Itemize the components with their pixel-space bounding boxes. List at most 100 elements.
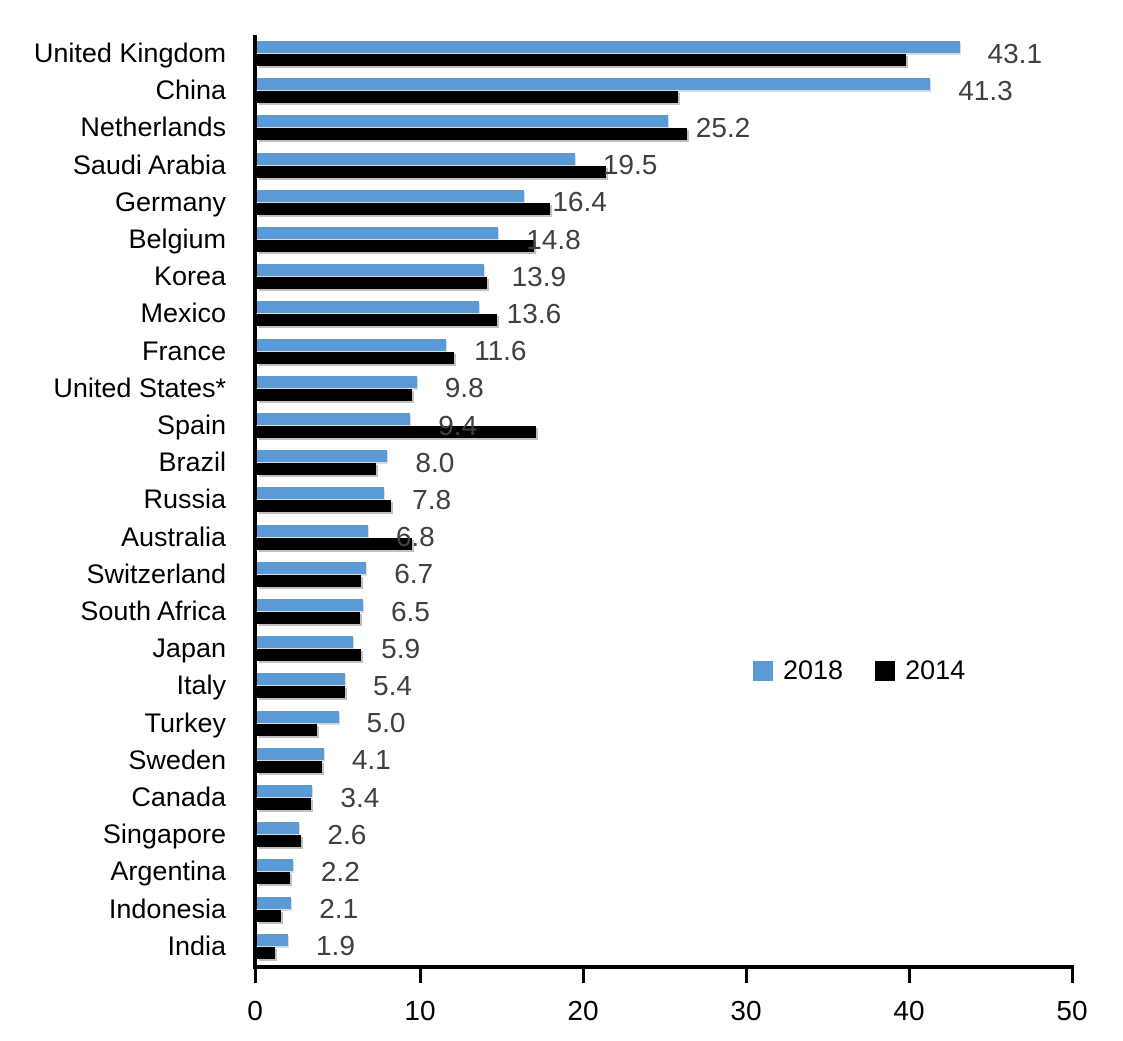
bar-2018 (257, 189, 525, 202)
bar-2014 (257, 649, 362, 662)
bar-2018 (257, 785, 313, 797)
x-tick-label: 20 (567, 995, 599, 1026)
bar-2014 (257, 537, 412, 550)
category-label: India (167, 930, 226, 961)
category-label: Russia (143, 484, 226, 515)
bar-2018 (257, 375, 417, 388)
category-label: United States* (53, 372, 226, 403)
value-label: 13.6 (506, 297, 562, 329)
value-label: 7.8 (412, 483, 452, 515)
bar-2018 (257, 524, 368, 537)
value-label: 13.9 (511, 260, 567, 292)
bar-2018 (257, 115, 668, 128)
bar-2014 (257, 574, 362, 587)
legend-label: 2014 (905, 655, 966, 685)
bar-2018 (257, 413, 411, 425)
legend-entry-2018: 2018 (753, 655, 843, 686)
bar-2014 (257, 91, 678, 104)
value-label: 9.8 (444, 372, 484, 404)
value-label: 5.0 (366, 707, 406, 739)
value-label: 25.2 (695, 111, 751, 143)
x-tick-label: 10 (404, 995, 436, 1026)
x-tick-mark (419, 965, 422, 983)
bar-2014 (257, 426, 536, 438)
x-tick-label: 0 (247, 995, 263, 1026)
x-tick-mark (582, 965, 585, 983)
x-tick-mark (1071, 965, 1074, 983)
bar-2018 (257, 450, 388, 463)
bar-2014 (257, 351, 455, 364)
bar-2014 (257, 723, 318, 736)
bar-2014 (257, 240, 535, 252)
value-label: 14.8 (526, 223, 581, 255)
value-label: 11.6 (474, 335, 527, 367)
bar-2014 (257, 314, 497, 327)
bar-2014 (257, 909, 282, 922)
bar-2014 (257, 872, 290, 885)
x-tick-label: 50 (1056, 995, 1088, 1026)
category-label: Netherlands (80, 112, 226, 143)
bar-2018 (257, 599, 363, 611)
bar-2018 (257, 822, 300, 835)
bar-2018 (257, 747, 324, 760)
bar-2018 (257, 636, 354, 649)
bar-2014 (257, 165, 606, 178)
value-label: 2.1 (319, 893, 359, 925)
bar-2018 (257, 152, 575, 165)
bar-2014 (257, 128, 688, 141)
legend-swatch-2014 (875, 660, 896, 681)
value-label: 43.1 (987, 37, 1043, 69)
bar-2018 (257, 561, 367, 574)
category-label: Turkey (144, 707, 226, 738)
bar-2018 (257, 338, 447, 351)
value-label: 6.8 (395, 521, 435, 553)
category-label: South Africa (80, 596, 226, 627)
category-label: Indonesia (108, 893, 226, 924)
category-label: Canada (131, 782, 226, 813)
category-label: Italy (176, 670, 226, 701)
value-label: 4.1 (351, 744, 391, 776)
legend-label: 2018 (783, 655, 844, 685)
category-label: Switzerland (86, 558, 226, 589)
y-axis-line (253, 35, 257, 969)
x-tick-mark (745, 965, 748, 983)
value-label: 6.5 (390, 595, 430, 627)
value-label: 16.4 (552, 186, 607, 218)
bar-2014 (257, 388, 412, 401)
category-label: Belgium (128, 224, 226, 255)
category-label: Australia (120, 521, 226, 552)
bar-2018 (257, 673, 346, 686)
value-label: 5.4 (373, 669, 412, 701)
category-label: Argentina (110, 856, 226, 887)
bar-2014 (257, 686, 346, 699)
value-label: 1.9 (315, 930, 355, 962)
bar-2018 (257, 487, 385, 500)
bar-2014 (257, 798, 311, 810)
category-label: Spain (156, 410, 226, 441)
bar-2018 (257, 301, 479, 314)
value-label: 41.3 (958, 74, 1013, 106)
category-label: France (141, 335, 226, 366)
bar-2014 (257, 463, 376, 476)
bar-2014 (257, 612, 360, 624)
value-label: 19.5 (602, 149, 658, 181)
category-label: Korea (153, 261, 226, 292)
bar-2018 (257, 933, 288, 946)
bar-2014 (257, 946, 275, 959)
x-tick-label: 30 (730, 995, 762, 1026)
bar-2018 (257, 264, 484, 277)
category-label: Singapore (102, 819, 226, 850)
x-tick-mark (254, 965, 257, 983)
category-label: Brazil (158, 447, 226, 478)
value-label: 6.7 (394, 558, 434, 590)
bar-2014 (257, 500, 391, 513)
value-label: 3.4 (340, 781, 380, 813)
bar-2018 (257, 78, 931, 91)
category-label: United Kingdom (33, 38, 226, 69)
value-label: 8.0 (415, 446, 455, 478)
bar-2018 (257, 859, 293, 872)
value-label: 5.9 (381, 632, 421, 664)
bar-2018 (257, 41, 960, 53)
category-label: Mexico (140, 298, 226, 329)
